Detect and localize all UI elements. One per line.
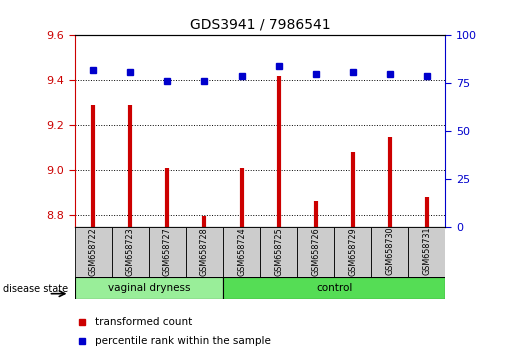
Text: GSM658722: GSM658722 [89, 227, 98, 275]
Text: GSM658724: GSM658724 [237, 227, 246, 275]
Text: GSM658730: GSM658730 [385, 227, 394, 275]
Bar [75, 277, 223, 299]
Text: GSM658725: GSM658725 [274, 227, 283, 275]
Text: disease state: disease state [3, 284, 67, 293]
Text: vaginal dryness: vaginal dryness [108, 283, 190, 293]
Text: GSM658728: GSM658728 [200, 227, 209, 275]
Text: transformed count: transformed count [95, 318, 192, 327]
Text: GSM658731: GSM658731 [422, 227, 432, 275]
Title: GDS3941 / 7986541: GDS3941 / 7986541 [190, 17, 331, 32]
Text: percentile rank within the sample: percentile rank within the sample [95, 336, 271, 346]
Text: GSM658726: GSM658726 [311, 227, 320, 275]
Bar [260, 227, 297, 278]
Text: control: control [316, 283, 352, 293]
Text: GSM658729: GSM658729 [348, 227, 357, 275]
Text: GSM658727: GSM658727 [163, 227, 172, 275]
Bar [149, 227, 186, 278]
Bar [408, 227, 445, 278]
Bar [334, 227, 371, 278]
Bar [112, 227, 149, 278]
Bar [223, 227, 260, 278]
Bar [223, 277, 445, 299]
Bar [297, 227, 334, 278]
Text: GSM658723: GSM658723 [126, 227, 135, 275]
Bar [186, 227, 223, 278]
Bar [371, 227, 408, 278]
Bar [75, 227, 112, 278]
